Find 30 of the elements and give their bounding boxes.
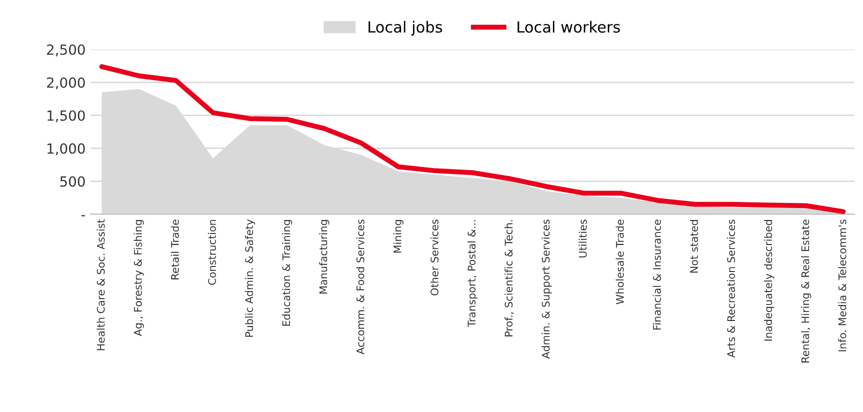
x-tick-label: Admin. & Support Services [542, 220, 552, 359]
x-tick-label: Utilities [578, 220, 587, 258]
y-tick-label: - [81, 215, 86, 216]
y-tick-label: 2,500 [47, 44, 85, 56]
x-tick-label: Inadequately described [764, 220, 774, 341]
x-tick-label: Public Admin. & Safety [245, 219, 256, 337]
x-tick-label: Transport, Postal &... [467, 220, 478, 328]
x-tick-label: Not stated [690, 220, 698, 273]
y-tick-label: 500 [60, 176, 85, 187]
x-tick-label: Retail Trade [170, 220, 179, 280]
x-tick-label: Accomm. & Food Services [356, 220, 364, 354]
x-tick-label: Construction [208, 220, 216, 285]
legend-label: Local jobs [368, 20, 442, 36]
x-tick-label: Financial & Insurance [652, 220, 661, 330]
y-tick-label: 1,000 [48, 143, 85, 156]
x-tick-label: Health Care & Soc. Assist [96, 219, 105, 350]
y-tick-label: 1,500 [48, 110, 85, 122]
x-tick-label: Mining [393, 220, 404, 253]
x-tick-label: Wholesale Trade [616, 220, 624, 304]
x-tick-label: Ag., Forestry & Fishing [134, 220, 144, 336]
x-tick-label: Rental, Hiring & Real Estate [801, 220, 812, 362]
x-tick-label: Other Services [430, 220, 438, 296]
line-series [99, 64, 846, 214]
x-tick-label: Prof., Scientific & Tech. [504, 220, 514, 336]
x-tick-label: Education & Training [282, 220, 292, 326]
legend-label: Local workers [518, 20, 620, 33]
x-tick-label: Info. Media & Telecomm's [838, 220, 846, 352]
x-tick-label: Manufacturing [319, 220, 330, 294]
x-tick-label: Arts & Recreation Services [726, 220, 736, 358]
y-tick-label: 2,000 [47, 77, 85, 90]
